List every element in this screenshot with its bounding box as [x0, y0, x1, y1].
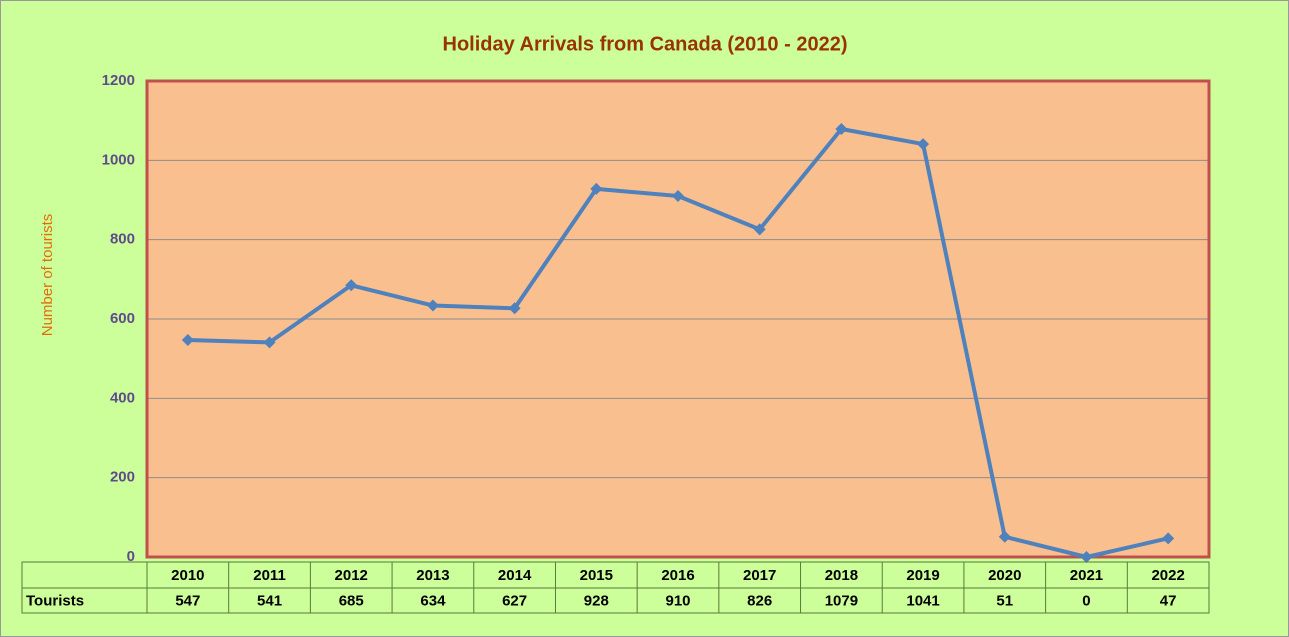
- x-tick-label: 2016: [661, 567, 694, 584]
- plot-border: [145, 79, 1211, 559]
- x-tick-label: 2022: [1151, 567, 1184, 584]
- data-label: 826: [747, 592, 772, 609]
- x-tick-label: 2015: [580, 567, 613, 584]
- data-point: [345, 279, 358, 292]
- y-tick-label: 200: [110, 469, 135, 486]
- data-label: 685: [339, 592, 364, 609]
- data-label: 51: [996, 592, 1013, 609]
- x-tick-label: 2010: [171, 567, 204, 584]
- data-label: 47: [1160, 592, 1177, 609]
- data-point: [508, 302, 521, 315]
- data-label: 1079: [825, 592, 858, 609]
- data-point: [917, 138, 930, 151]
- data-point: [590, 182, 603, 195]
- x-tick-label: 2020: [988, 567, 1021, 584]
- y-tick-label: 400: [110, 389, 135, 406]
- x-tick-label: 2012: [335, 567, 368, 584]
- data-label: 634: [420, 592, 446, 609]
- data-point: [672, 190, 684, 203]
- chart-title: Holiday Arrivals from Canada (2010 - 202…: [443, 33, 848, 55]
- data-label: 910: [665, 592, 690, 609]
- x-tick-label: 2017: [743, 567, 776, 584]
- data-point: [1080, 551, 1093, 563]
- y-tick-label: 0: [127, 548, 135, 565]
- x-tick-label: 2018: [825, 567, 858, 584]
- y-tick-label: 1000: [102, 151, 135, 168]
- data-label: 928: [584, 592, 609, 609]
- y-axis-label: Number of tourists: [39, 214, 56, 337]
- data-point: [998, 530, 1011, 543]
- y-tick-label: 600: [110, 310, 135, 327]
- data-label: 0: [1082, 592, 1090, 609]
- data-point: [426, 299, 439, 312]
- data-point: [1162, 532, 1175, 545]
- data-point: [181, 334, 194, 347]
- y-tick-label: 800: [110, 231, 135, 248]
- data-label: 1041: [906, 592, 939, 609]
- x-tick-label: 2021: [1070, 567, 1103, 584]
- y-tick-label: 1200: [102, 72, 135, 89]
- x-tick-label: 2011: [253, 567, 286, 584]
- data-label: 627: [502, 592, 527, 609]
- data-point: [263, 336, 276, 349]
- data-point: [835, 122, 848, 135]
- data-point: [753, 223, 766, 236]
- data-label: 541: [257, 592, 282, 609]
- legend-label: Tourists: [26, 592, 84, 609]
- x-tick-label: 2019: [906, 567, 939, 584]
- x-tick-label: 2013: [416, 567, 449, 584]
- x-tick-label: 2014: [498, 567, 532, 584]
- data-label: 547: [175, 592, 200, 609]
